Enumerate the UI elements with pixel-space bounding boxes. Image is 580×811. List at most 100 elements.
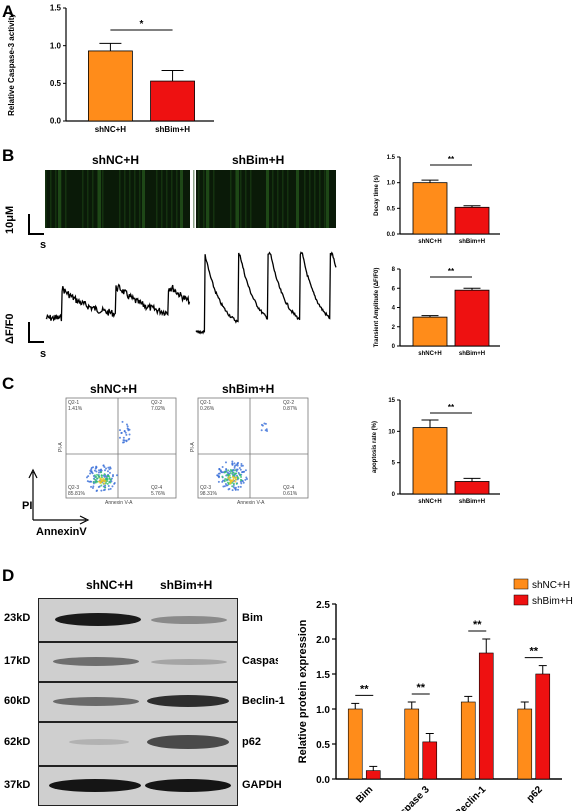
flow-left-q4: Q2-4 5.76% — [151, 485, 166, 497]
significance-label: ** — [473, 619, 482, 631]
flow-dot — [103, 466, 106, 469]
mw-label-bim: 23kD — [4, 612, 31, 624]
calcium-trace-shnc — [45, 283, 191, 322]
flow-dot — [226, 481, 229, 484]
flow-dot — [221, 475, 224, 478]
flow-dot — [224, 482, 227, 485]
scan-noise — [92, 170, 94, 228]
flow-dot — [237, 471, 240, 474]
scan-noise — [50, 170, 52, 228]
flow-dot — [123, 430, 126, 433]
flow-dot — [244, 478, 247, 481]
scan-stripe — [236, 170, 239, 228]
scan-noise — [240, 170, 242, 228]
chart-b-amplitude: 0 2 4 6 8 shNC+H shBim+H ** Transient Amplitude … — [374, 267, 500, 357]
blot-row-caspase3 — [38, 642, 238, 682]
scan-noise — [245, 170, 247, 228]
scan-noise — [230, 170, 232, 228]
y-tick-label: 1.0 — [50, 41, 62, 50]
flow-dot — [93, 478, 96, 481]
y-tick-label: 2.5 — [316, 600, 330, 611]
flow-dot — [231, 476, 234, 479]
flow-dot — [90, 480, 93, 483]
flow-dot — [234, 486, 237, 489]
flow-dot — [111, 485, 114, 488]
scan-noise — [314, 170, 316, 228]
flow-dot — [118, 436, 121, 439]
flow-dot — [233, 462, 236, 465]
bar-shNC+H-Beclin-1 — [460, 701, 476, 780]
flow-dot — [239, 478, 242, 481]
flow-dot — [231, 471, 234, 474]
flow-dot — [217, 480, 220, 483]
band — [147, 735, 229, 749]
significance-label: * — [140, 19, 144, 30]
flow-dot — [232, 479, 235, 482]
panel-letter-a: A — [2, 2, 15, 21]
flow-dot — [235, 476, 238, 479]
y-tick-label: 0 — [392, 344, 396, 350]
flow-dot — [95, 465, 98, 468]
flow-dot — [128, 433, 131, 436]
blot-row-gapdh — [38, 766, 238, 806]
flow-dot — [93, 469, 96, 472]
flow-left-q3: Q2-3 85.81% — [68, 485, 85, 497]
flow-left-ylabel: PI-A — [58, 442, 64, 452]
flow-dot — [107, 485, 110, 488]
bar-shNC+H-Caspase 3 — [404, 708, 420, 780]
flow-dot — [97, 471, 100, 474]
y-tick-label: 1.5 — [50, 4, 62, 13]
y-tick-label: 4 — [392, 306, 396, 312]
flow-right-q2: Q2-2 0.87% — [283, 400, 298, 412]
scan-noise — [45, 170, 47, 228]
protein-label-p62: p62 — [242, 736, 261, 748]
flow-dot — [246, 478, 249, 481]
flow-dot — [126, 425, 129, 428]
legend-label-shNC+H: shNC+H — [532, 580, 570, 591]
y-tick-label: 5 — [392, 461, 396, 467]
y-tick-label: 6 — [392, 286, 396, 292]
scale-time-bottom: s — [40, 348, 47, 360]
flow-dot — [237, 485, 240, 488]
scan-noise — [65, 170, 67, 228]
scan-noise — [139, 170, 141, 228]
flow-dot — [90, 485, 93, 488]
flow-dot — [125, 433, 128, 436]
bar-shNC+H — [412, 427, 448, 495]
bar-shBim+H — [454, 481, 490, 495]
scan-noise — [208, 170, 210, 228]
y-tick-label: 1.5 — [387, 155, 396, 161]
significance-label: ** — [448, 267, 455, 276]
flow-dot — [95, 475, 98, 478]
y-tick-label: 0.5 — [316, 740, 330, 751]
flow-dot — [234, 480, 237, 483]
flow-dot — [217, 475, 220, 478]
flow-plot-shnc — [65, 397, 177, 499]
flow-dot — [108, 481, 111, 484]
scan-noise — [60, 170, 62, 228]
flow-dot — [106, 482, 109, 485]
scan-noise — [97, 170, 99, 228]
flow-dot — [216, 474, 219, 477]
flow-dot — [107, 466, 110, 469]
x-tick-label: Caspase 3 — [389, 784, 432, 811]
flow-dot — [108, 477, 111, 480]
flow-dot — [99, 482, 102, 485]
flow-dot — [95, 490, 98, 493]
flow-dot — [125, 439, 128, 442]
protein-label-bim: Bim — [242, 612, 263, 624]
flow-dot — [99, 468, 102, 471]
flow-dot — [125, 423, 128, 426]
scan-noise — [203, 170, 205, 228]
scan-noise — [277, 170, 279, 228]
flow-dot — [90, 471, 93, 474]
y-tick-label: 10 — [388, 429, 395, 435]
flow-dot — [103, 482, 106, 485]
scan-noise — [213, 170, 215, 228]
flow-dot — [98, 480, 101, 483]
x-tick-label: p62 — [525, 784, 545, 804]
flow-left-xlabel: Annexin V-A — [105, 500, 133, 506]
flow-dot — [108, 475, 111, 478]
bar-shBim+H — [150, 80, 195, 122]
flow-dot — [122, 439, 125, 442]
